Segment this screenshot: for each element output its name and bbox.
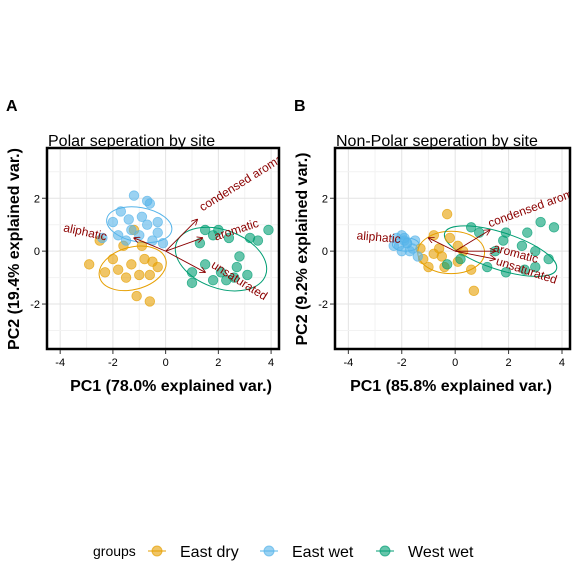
panel-tag: B [294, 98, 306, 115]
data-point [200, 260, 210, 270]
x-tick-label: 4 [268, 357, 274, 369]
legend-label: West wet [408, 544, 474, 561]
data-point [466, 223, 476, 233]
data-point [410, 236, 420, 246]
legend-label: East wet [292, 544, 354, 561]
data-point [264, 225, 274, 235]
y-tick-label: 0 [322, 246, 328, 258]
loading-label: condensed aromatic [486, 180, 576, 230]
data-point [187, 268, 197, 278]
data-point [466, 265, 476, 275]
data-point [108, 254, 118, 264]
x-tick-label: 4 [559, 357, 565, 369]
legend-item-west-wet: West wet [376, 544, 474, 561]
y-tick-label: -2 [30, 299, 40, 311]
data-point [142, 196, 152, 206]
plot-area: condensed aromaticaromaticunsaturatedali… [356, 180, 576, 296]
data-point [208, 275, 218, 285]
panel-title: Non-Polar seperation by site [336, 133, 538, 150]
x-tick-label: 2 [506, 357, 512, 369]
data-point [142, 220, 152, 230]
data-point [153, 262, 163, 272]
data-point [469, 286, 479, 296]
series-east-dry [416, 209, 479, 295]
series-east-wet [98, 191, 168, 248]
data-point [482, 262, 492, 272]
x-tick-label: -2 [397, 357, 407, 369]
x-tick-label: -4 [343, 357, 353, 369]
y-tick-label: 2 [322, 193, 328, 205]
data-point [544, 254, 554, 264]
x-tick-label: 2 [215, 357, 221, 369]
plot-area: condensed aromaticaromaticunsaturatedali… [62, 145, 296, 306]
legend-item-east-dry: East dry [148, 544, 239, 561]
data-point [413, 252, 423, 262]
data-point [132, 291, 142, 301]
data-point [134, 270, 144, 280]
data-point [145, 270, 155, 280]
x-tick-label: 0 [163, 357, 169, 369]
data-point [549, 223, 559, 233]
panel-title: Polar seperation by site [48, 133, 215, 150]
data-point [113, 265, 123, 275]
x-tick-label: 0 [452, 357, 458, 369]
loading-arrow [166, 251, 206, 272]
data-point [522, 228, 532, 238]
loading-arrow [455, 230, 490, 251]
loading-label: aliphatic [356, 228, 401, 246]
data-point [187, 278, 197, 288]
data-point [442, 209, 452, 219]
legend-label: East dry [180, 544, 239, 561]
data-point [124, 215, 134, 225]
data-point [397, 246, 407, 256]
data-point [129, 191, 139, 201]
legend-key-point [380, 546, 390, 556]
panel-a: condensed aromaticaromaticunsaturatedali… [6, 98, 296, 395]
data-point [108, 217, 118, 227]
data-point [445, 233, 455, 243]
data-point [501, 228, 511, 238]
loading-label: condensed aromatic [197, 145, 296, 214]
data-point [121, 236, 131, 246]
x-tick-label: -2 [108, 357, 118, 369]
data-point [424, 262, 434, 272]
data-point [153, 217, 163, 227]
loading-label: aliphatic [62, 221, 108, 244]
data-point [235, 252, 245, 262]
data-point [158, 238, 168, 248]
panel-tag: A [6, 98, 18, 115]
data-point [100, 268, 110, 278]
legend: groups East dry East wet West wet [93, 543, 474, 561]
data-point [116, 207, 126, 217]
data-point [121, 273, 131, 283]
data-point [442, 260, 452, 270]
y-axis-title: PC2 (9.2% explained var.) [294, 153, 311, 346]
data-point [84, 260, 94, 270]
x-axis-title: PC1 (78.0% explained var.) [70, 378, 272, 395]
legend-key-point [152, 546, 162, 556]
x-tick-label: -4 [55, 357, 65, 369]
data-point [245, 233, 255, 243]
legend-key-point [264, 546, 274, 556]
y-tick-label: -2 [318, 299, 328, 311]
data-point [456, 254, 466, 264]
x-axis-title: PC1 (85.8% explained var.) [350, 378, 552, 395]
data-point [536, 217, 546, 227]
panel-b: condensed aromaticaromaticunsaturatedali… [294, 98, 576, 395]
data-point [200, 225, 210, 235]
y-axis-title: PC2 (19.4% explained var.) [6, 148, 23, 350]
data-point [127, 260, 137, 270]
legend-item-east-wet: East wet [260, 544, 354, 561]
data-point [145, 297, 155, 307]
y-tick-label: 2 [34, 193, 40, 205]
y-tick-label: 0 [34, 246, 40, 258]
legend-title: groups [93, 543, 136, 559]
